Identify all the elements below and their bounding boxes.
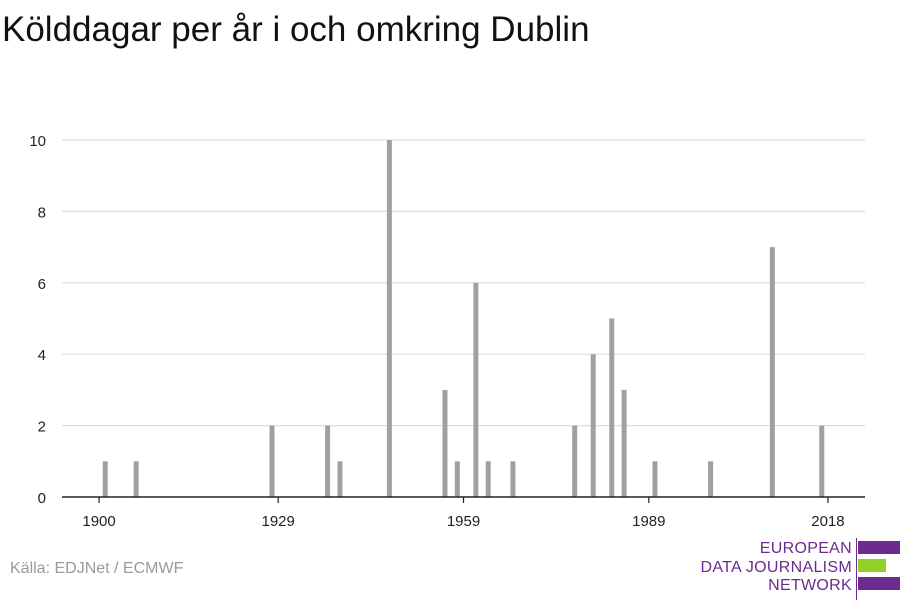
y-tick-label: 0 [38, 490, 46, 507]
y-tick-label: 8 [38, 204, 46, 221]
bar [454, 461, 460, 497]
y-tick-label: 4 [38, 347, 46, 364]
bar [386, 140, 392, 497]
bars [102, 140, 825, 497]
bar [590, 354, 596, 497]
bar [337, 461, 343, 497]
bar [102, 461, 108, 497]
bar [133, 461, 139, 497]
x-tick-label: 1929 [262, 513, 295, 530]
bar [652, 461, 658, 497]
tick-labels: 0 2 4 6 8 10 1900 1929 1959 1989 2018 [29, 133, 844, 530]
x-tick-label: 1900 [82, 513, 115, 530]
y-tick-label: 6 [38, 276, 46, 293]
grid-lines [62, 139, 865, 427]
x-tick-label: 2018 [811, 513, 844, 530]
bar [572, 425, 578, 497]
logo-bar-top [858, 541, 900, 554]
x-tick-label: 1989 [632, 513, 665, 530]
bar [621, 389, 627, 497]
logo-bar-middle [858, 559, 886, 572]
bar [819, 425, 825, 497]
bar [269, 425, 275, 497]
logo-line-3: NETWORK [768, 577, 852, 594]
bar [769, 247, 775, 497]
bar [510, 461, 516, 497]
x-tick-label: 1959 [447, 513, 480, 530]
logo-line-1: EUROPEAN [759, 540, 852, 557]
bar [473, 282, 479, 497]
bar [708, 461, 714, 497]
logo-line-2: DATA JOURNALISM [700, 559, 852, 576]
axes [62, 496, 865, 503]
y-tick-label: 2 [38, 419, 46, 436]
bar [609, 318, 615, 497]
source-note: Källa: EDJNet / ECMWF [10, 560, 184, 577]
chart-title: Kölddagar per år i och omkring Dublin [2, 10, 590, 49]
y-tick-label: 10 [29, 133, 46, 150]
logo-bar-bottom [858, 577, 900, 590]
logo-divider [856, 538, 857, 600]
bar [442, 389, 448, 497]
bar [485, 461, 491, 497]
edjnet-logo: EUROPEAN DATA JOURNALISM NETWORK [700, 538, 900, 600]
bar [325, 425, 331, 497]
